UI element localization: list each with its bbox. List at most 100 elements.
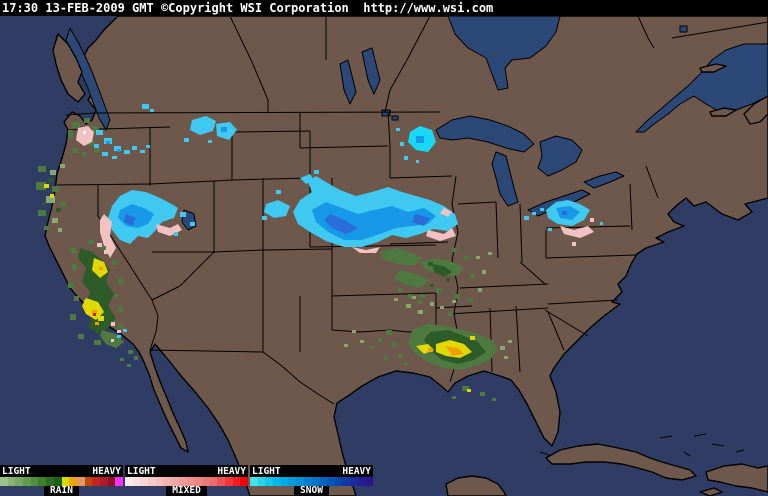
legend-color-cell bbox=[61, 477, 70, 486]
legend-color-cell bbox=[15, 477, 24, 486]
mixed-label: MIXED bbox=[166, 486, 207, 496]
snow-area-sierra-nevada bbox=[100, 190, 195, 258]
legend-color-cell bbox=[115, 477, 123, 486]
legend-color-cell bbox=[107, 477, 116, 486]
legend-color-cell bbox=[186, 477, 195, 486]
snow-label: SNOW bbox=[294, 486, 329, 496]
mixed-color-scale bbox=[125, 477, 248, 486]
legend-color-cell bbox=[178, 477, 187, 486]
legend-color-cell bbox=[240, 477, 248, 486]
header-bar: 17:30 13-FEB-2009 GMT ©Copyright WSI Cor… bbox=[0, 0, 768, 16]
lake-winnipegosis bbox=[339, 59, 357, 105]
prince-edward-island bbox=[709, 107, 737, 117]
legend-color-cell bbox=[46, 477, 54, 486]
legend-light-label: LIGHT bbox=[127, 465, 156, 477]
mixed-area-pacific-northwest bbox=[68, 104, 154, 159]
legend-color-cell bbox=[140, 477, 149, 486]
legend-color-cell bbox=[326, 477, 335, 486]
small-lake bbox=[391, 115, 399, 121]
legend-color-cell bbox=[217, 477, 225, 486]
legend-color-cell bbox=[273, 477, 281, 486]
vancouver-island bbox=[52, 33, 86, 103]
legend-color-cell bbox=[288, 477, 297, 486]
snow-area-lake-superior bbox=[396, 126, 436, 163]
legend-heavy-label: HEAVY bbox=[92, 465, 121, 477]
legend-color-cell bbox=[132, 477, 141, 486]
legend-color-cell bbox=[334, 477, 343, 486]
snow-color-scale bbox=[250, 477, 373, 486]
cuba bbox=[545, 443, 697, 481]
legend-color-cell bbox=[53, 477, 62, 486]
legend-color-cell bbox=[92, 477, 100, 486]
legend-color-cell bbox=[30, 477, 39, 486]
rain-area-oregon-coast bbox=[36, 164, 66, 232]
legend-color-cell bbox=[84, 477, 93, 486]
legend-color-cell bbox=[303, 477, 312, 486]
legend-heavy-label: HEAVY bbox=[217, 465, 246, 477]
legend-color-cell bbox=[232, 477, 241, 486]
rain-area-missouri bbox=[380, 248, 492, 304]
legend-color-cell bbox=[163, 477, 172, 486]
legend-color-cell bbox=[365, 477, 373, 486]
legend-color-cell bbox=[99, 477, 108, 486]
legend-color-cell bbox=[38, 477, 47, 486]
legend-color-cell bbox=[250, 477, 258, 486]
legend-light-label: LIGHT bbox=[252, 465, 281, 477]
legend-color-cell bbox=[155, 477, 164, 486]
lake-huron bbox=[537, 135, 583, 177]
legend-scale-mixed: LIGHT HEAVY MIXED bbox=[125, 465, 248, 496]
rain-color-scale bbox=[0, 477, 123, 486]
lake-michigan bbox=[491, 151, 519, 207]
newfoundland bbox=[743, 95, 768, 125]
legend-scale-rain: LIGHT HEAVY RAIN bbox=[0, 465, 123, 496]
legend-color-cell bbox=[201, 477, 210, 486]
legend-strip: LIGHT HEAVY bbox=[125, 465, 248, 477]
hispaniola bbox=[705, 463, 768, 493]
legend-heavy-label: HEAVY bbox=[342, 465, 371, 477]
legend-color-cell bbox=[342, 477, 350, 486]
legend-color-cell bbox=[296, 477, 304, 486]
legend-color-cell bbox=[23, 477, 31, 486]
anticosti-island bbox=[699, 63, 727, 73]
legend-color-cell bbox=[311, 477, 320, 486]
legend-color-cell bbox=[357, 477, 366, 486]
yucatan-peninsula bbox=[445, 475, 507, 496]
lake-winnipeg bbox=[361, 47, 381, 95]
north-america-map bbox=[0, 16, 768, 496]
snow-area-new-york bbox=[524, 200, 603, 246]
legend-color-cell bbox=[209, 477, 218, 486]
legend-color-cell bbox=[0, 477, 8, 486]
rain-area-california bbox=[68, 240, 138, 367]
legend-color-cell bbox=[280, 477, 289, 486]
legend-color-cell bbox=[171, 477, 179, 486]
small-lake bbox=[381, 109, 391, 117]
legend-strip: LIGHT HEAVY bbox=[250, 465, 373, 477]
hudson-bay bbox=[447, 16, 561, 91]
legend-color-cell bbox=[257, 477, 266, 486]
small-lake bbox=[679, 25, 688, 33]
legend-color-cell bbox=[265, 477, 274, 486]
jamaica bbox=[699, 487, 723, 496]
radar-map bbox=[0, 16, 768, 496]
legend-strip: LIGHT HEAVY bbox=[0, 465, 123, 477]
legend-color-cell bbox=[125, 477, 133, 486]
legend-color-cell bbox=[69, 477, 77, 486]
legend-color-cell bbox=[319, 477, 327, 486]
lake-superior bbox=[435, 115, 535, 153]
legend-color-cell bbox=[76, 477, 85, 486]
state-borders bbox=[56, 16, 768, 457]
snow-area-plains bbox=[262, 170, 458, 253]
legend-color-cell bbox=[7, 477, 16, 486]
legend-color-cell bbox=[224, 477, 233, 486]
legend-color-cell bbox=[194, 477, 202, 486]
snow-area-idaho bbox=[184, 116, 237, 143]
legend-light-label: LIGHT bbox=[2, 465, 31, 477]
legend-color-cell bbox=[148, 477, 156, 486]
legend: LIGHT HEAVY RAIN LIGHT HEAVY MIXED LIGHT… bbox=[0, 465, 374, 496]
legend-color-cell bbox=[349, 477, 358, 486]
rain-label: RAIN bbox=[44, 486, 79, 496]
legend-scale-snow: LIGHT HEAVY SNOW bbox=[250, 465, 373, 496]
rain-area-gulf-south bbox=[344, 296, 512, 401]
lake-ontario bbox=[583, 171, 625, 189]
